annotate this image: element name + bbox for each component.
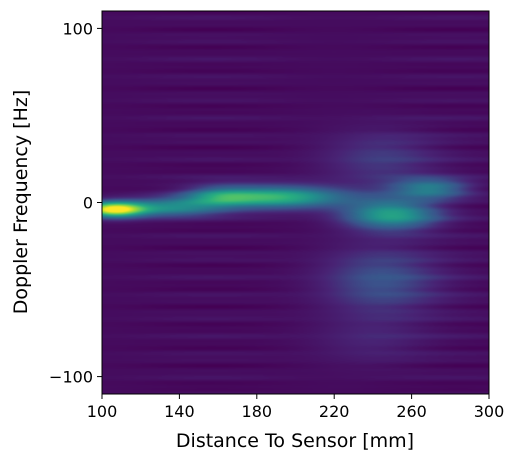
x-tick-label: 180: [242, 402, 273, 421]
y-tick-label: −100: [49, 368, 93, 387]
y-axis-label: Doppler Frequency [Hz]: [10, 90, 32, 314]
x-tick-label: 300: [474, 402, 505, 421]
y-tick-label: 0: [83, 194, 93, 213]
x-tick-label: 260: [396, 402, 427, 421]
x-axis-label: Distance To Sensor [mm]: [176, 430, 414, 452]
heatmap-canvas: [102, 11, 489, 394]
x-tick-label: 140: [164, 402, 195, 421]
plot-area: [102, 11, 489, 394]
x-tick-label: 100: [87, 402, 118, 421]
y-tick-label: 100: [62, 19, 93, 38]
x-tick-label: 220: [319, 402, 350, 421]
